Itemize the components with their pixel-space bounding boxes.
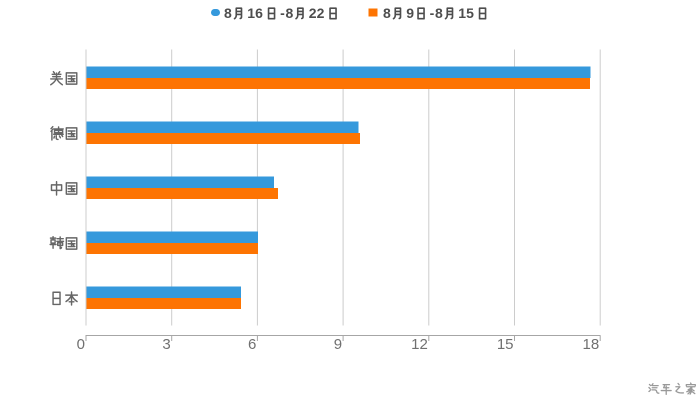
- svg-text:8: 8: [224, 5, 232, 21]
- svg-text:9: 9: [334, 336, 342, 353]
- svg-text:3: 3: [162, 336, 170, 353]
- svg-text:15: 15: [497, 336, 514, 353]
- svg-text:8: 8: [383, 5, 391, 21]
- svg-text:-: -: [280, 5, 285, 21]
- svg-text:8: 8: [286, 5, 294, 21]
- svg-text:8: 8: [435, 5, 443, 21]
- svg-text:9: 9: [406, 5, 414, 21]
- svg-text:15: 15: [458, 5, 474, 21]
- svg-text:-: -: [430, 5, 435, 21]
- svg-text:0: 0: [77, 336, 85, 353]
- svg-text:22: 22: [309, 5, 325, 21]
- svg-text:18: 18: [583, 336, 600, 353]
- svg-text:16: 16: [247, 5, 263, 21]
- svg-text:12: 12: [411, 336, 428, 353]
- svg-text:6: 6: [248, 336, 256, 353]
